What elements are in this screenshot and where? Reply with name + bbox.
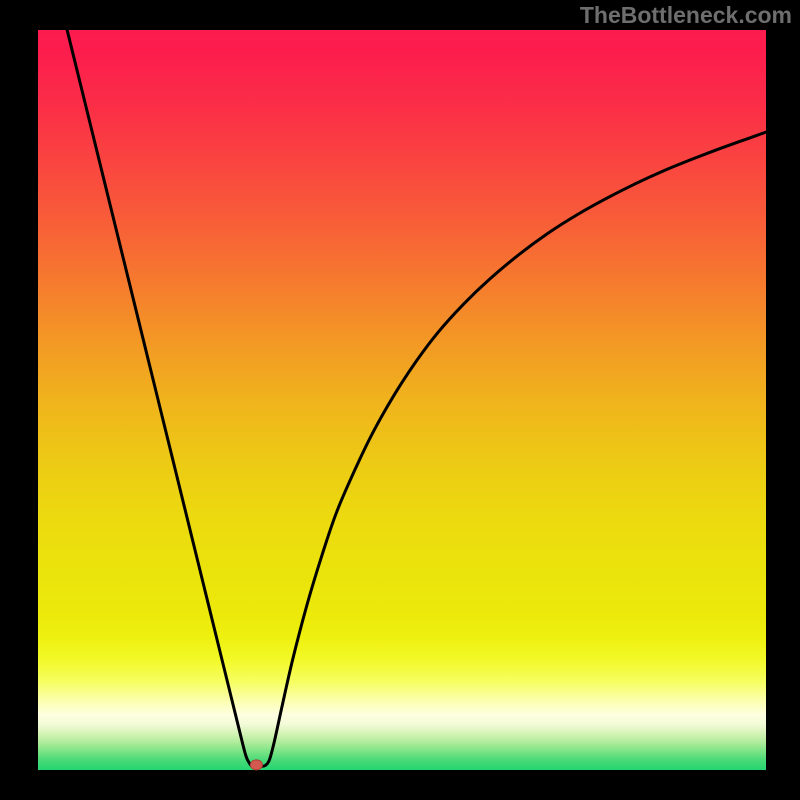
curve-path [67,30,766,767]
chart-frame: TheBottleneck.com [0,0,800,800]
bottleneck-curve [38,30,766,770]
watermark-label: TheBottleneck.com [580,2,792,29]
minimum-marker [250,760,262,770]
plot-area [38,30,766,770]
